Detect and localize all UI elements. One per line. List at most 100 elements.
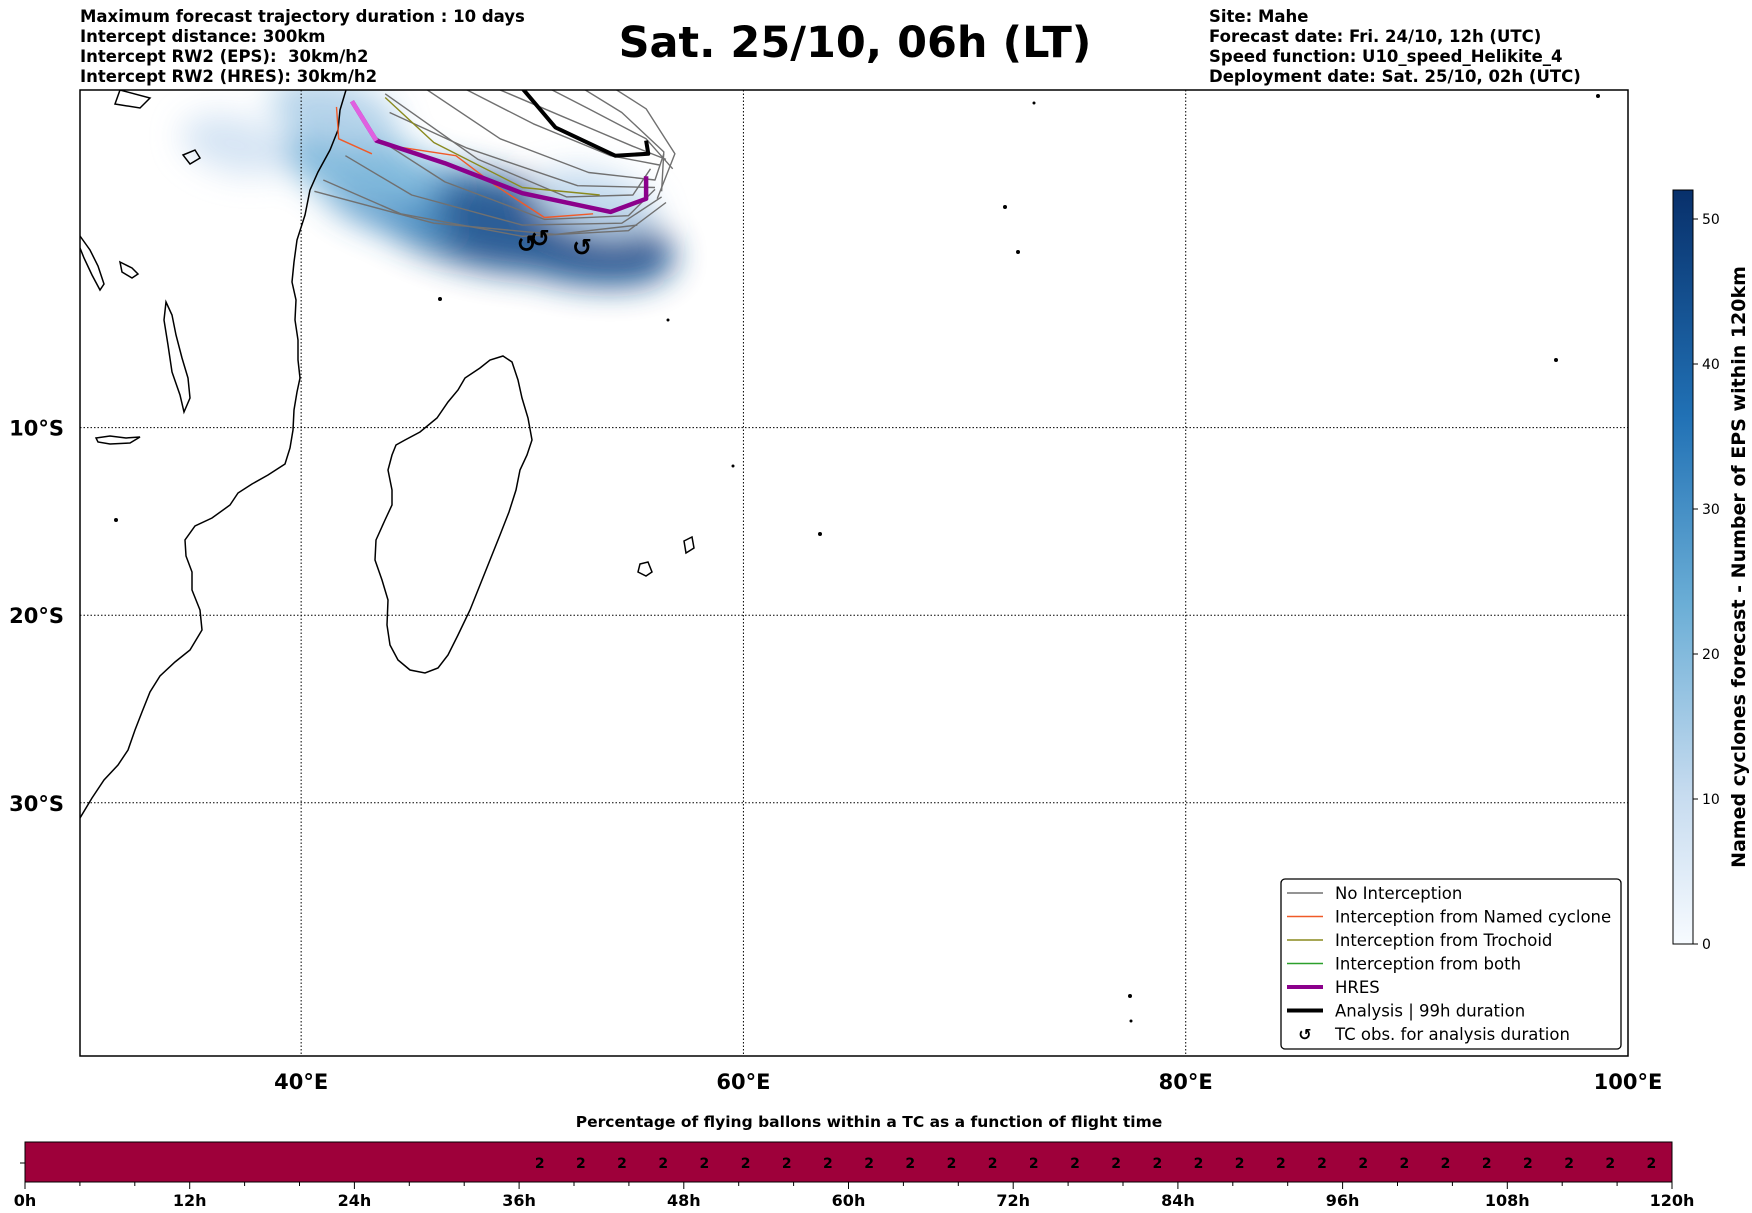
flight-time-cell	[972, 1142, 1014, 1182]
flight-time-cell-label: 2	[947, 1156, 957, 1172]
ensemble-track-no_interception	[389, 111, 656, 189]
flight-time-cell-label: 2	[782, 1156, 792, 1172]
island-dot	[1032, 101, 1036, 105]
y-tick-label: 20°S	[9, 604, 64, 628]
flight-time-tick-label: 96h	[1326, 1191, 1360, 1210]
colorbar-label: Named cyclones forecast - Number of EPS …	[1728, 266, 1750, 868]
island-dot	[731, 464, 735, 468]
flight-time-cell-label: 2	[864, 1156, 874, 1172]
x-tick-label: 60°E	[716, 1070, 770, 1094]
map-frame	[79, 89, 1629, 1057]
legend-label: Interception from both	[1335, 955, 1521, 974]
flight-time-cell-label: 2	[535, 1156, 545, 1172]
flight-time-cell	[560, 1142, 602, 1182]
colorbar: 0 10 20 30 40 50 Named cyclones forecast - Nu…	[1672, 189, 1750, 953]
colorbar-tick-label: 30	[1702, 502, 1720, 518]
flight-time-cell-label: 2	[1647, 1156, 1657, 1172]
header-left-line: Intercept RW2 (EPS): 30km/h2	[80, 47, 369, 66]
island-dot	[1596, 94, 1600, 98]
ensemble-track-no_interception	[583, 90, 665, 192]
flight-time-cell	[107, 1142, 150, 1182]
flight-time-cell-label: 2	[823, 1156, 833, 1172]
flight-time-cell-label: 2	[1194, 1156, 1204, 1172]
flight-time-cell	[1383, 1142, 1426, 1182]
legend-label: Analysis | 99h duration	[1335, 1002, 1525, 1021]
hres-track-early	[350, 100, 379, 142]
tc-observation-marker: ↺	[572, 234, 592, 262]
coastline-island	[113, 90, 152, 109]
header-left: Maximum forecast trajectory duration : 1…	[80, 7, 525, 87]
flight-time-cell-label: 2	[700, 1156, 710, 1172]
colorbar-tick-label: 40	[1702, 357, 1720, 373]
coastline-island	[683, 535, 695, 555]
x-tick-label: 100°E	[1594, 1070, 1663, 1094]
flight-time-cell-label: 2	[1029, 1156, 1039, 1172]
header-right-line: Site: Mahe	[1209, 7, 1309, 26]
colorbar-tick-label: 10	[1702, 792, 1720, 808]
island-dot	[1554, 358, 1558, 362]
flight-time-cell-label: 2	[905, 1156, 915, 1172]
flight-time-cell	[519, 1142, 561, 1182]
flight-time-cell	[66, 1142, 108, 1182]
coastline-lake	[94, 435, 141, 445]
flight-time-cell	[1589, 1142, 1632, 1182]
flight-time-cell-label: 2	[1482, 1156, 1492, 1172]
flight-time-tick-label: 60h	[832, 1191, 866, 1210]
legend-label: TC obs. for analysis duration	[1334, 1025, 1570, 1044]
flight-time-cell	[313, 1142, 355, 1182]
flight-time-cell-label: 2	[1070, 1156, 1080, 1172]
ensemble-track-no_interception	[323, 179, 667, 237]
flight-time-tick-label: 84h	[1161, 1191, 1195, 1210]
header-left-line: Intercept distance: 300km	[80, 27, 326, 46]
flight-time-cell-label: 2	[658, 1156, 668, 1172]
trajectory-tracks	[314, 90, 676, 237]
flight-time-cell	[436, 1142, 479, 1182]
flight-time-cell	[1424, 1142, 1467, 1182]
flight-time-cell-label: 2	[617, 1156, 627, 1172]
flight-time-cell	[1466, 1142, 1508, 1182]
island-dot	[1128, 994, 1132, 998]
flight-time-cell	[1136, 1142, 1179, 1182]
header-left-line: Maximum forecast trajectory duration : 1…	[80, 7, 525, 26]
flight-time-cell	[148, 1142, 191, 1182]
y-tick-label: 10°S	[9, 417, 64, 441]
island-dot	[1016, 250, 1020, 254]
small-islands	[114, 94, 1600, 1023]
ensemble-track-named	[393, 145, 594, 219]
flight-time-tick-label: 72h	[996, 1191, 1030, 1210]
flight-time-cell	[1177, 1142, 1220, 1182]
map-axes: ↺↺ ↺ 40°E 60°E 80°E 100°E10°S20°S30°S No Int…	[9, 89, 1663, 1094]
colorbar-tick-label: 20	[1702, 647, 1720, 663]
flight-time-cell	[230, 1142, 273, 1182]
flight-time-cell-label: 2	[1564, 1156, 1574, 1172]
island-dot	[1129, 1019, 1133, 1023]
flight-time-cell	[1013, 1142, 1055, 1182]
flight-time-tick-label: 120h	[1650, 1191, 1695, 1210]
flight-time-cell-label: 2	[1399, 1156, 1409, 1172]
ensemble-track-no_interception	[314, 190, 638, 236]
flight-time-cell-label: 2	[988, 1156, 998, 1172]
flight-time-cell-label: 2	[1235, 1156, 1245, 1172]
legend: No Interception Interception from Named c…	[1280, 878, 1622, 1050]
flight-time-cell-label: 2	[576, 1156, 586, 1172]
flight-time-cell	[1630, 1142, 1673, 1182]
flight-time-cell	[1301, 1142, 1344, 1182]
legend-label: No Interception	[1335, 884, 1462, 903]
density-blob	[181, 114, 289, 175]
island-dot	[114, 518, 118, 522]
flight-time-cell	[395, 1142, 438, 1182]
flight-time-cell	[642, 1142, 685, 1182]
flight-time-cell	[477, 1142, 520, 1182]
flight-time-cell	[1548, 1142, 1591, 1182]
colorbar-tick-label: 0	[1702, 937, 1711, 953]
flight-time-cell	[807, 1142, 849, 1182]
flight-time-cell	[189, 1142, 232, 1182]
coastline-madagascar	[374, 355, 533, 674]
flight-time-cell-label: 2	[1605, 1156, 1615, 1172]
flight-time-tick-label: 108h	[1485, 1191, 1530, 1210]
flight-time-cell	[930, 1142, 973, 1182]
header-left-line: Intercept RW2 (HRES): 30km/h2	[80, 67, 378, 86]
legend-label: HRES	[1335, 978, 1380, 997]
analysis-track	[521, 90, 651, 158]
coastline-island	[637, 561, 653, 577]
